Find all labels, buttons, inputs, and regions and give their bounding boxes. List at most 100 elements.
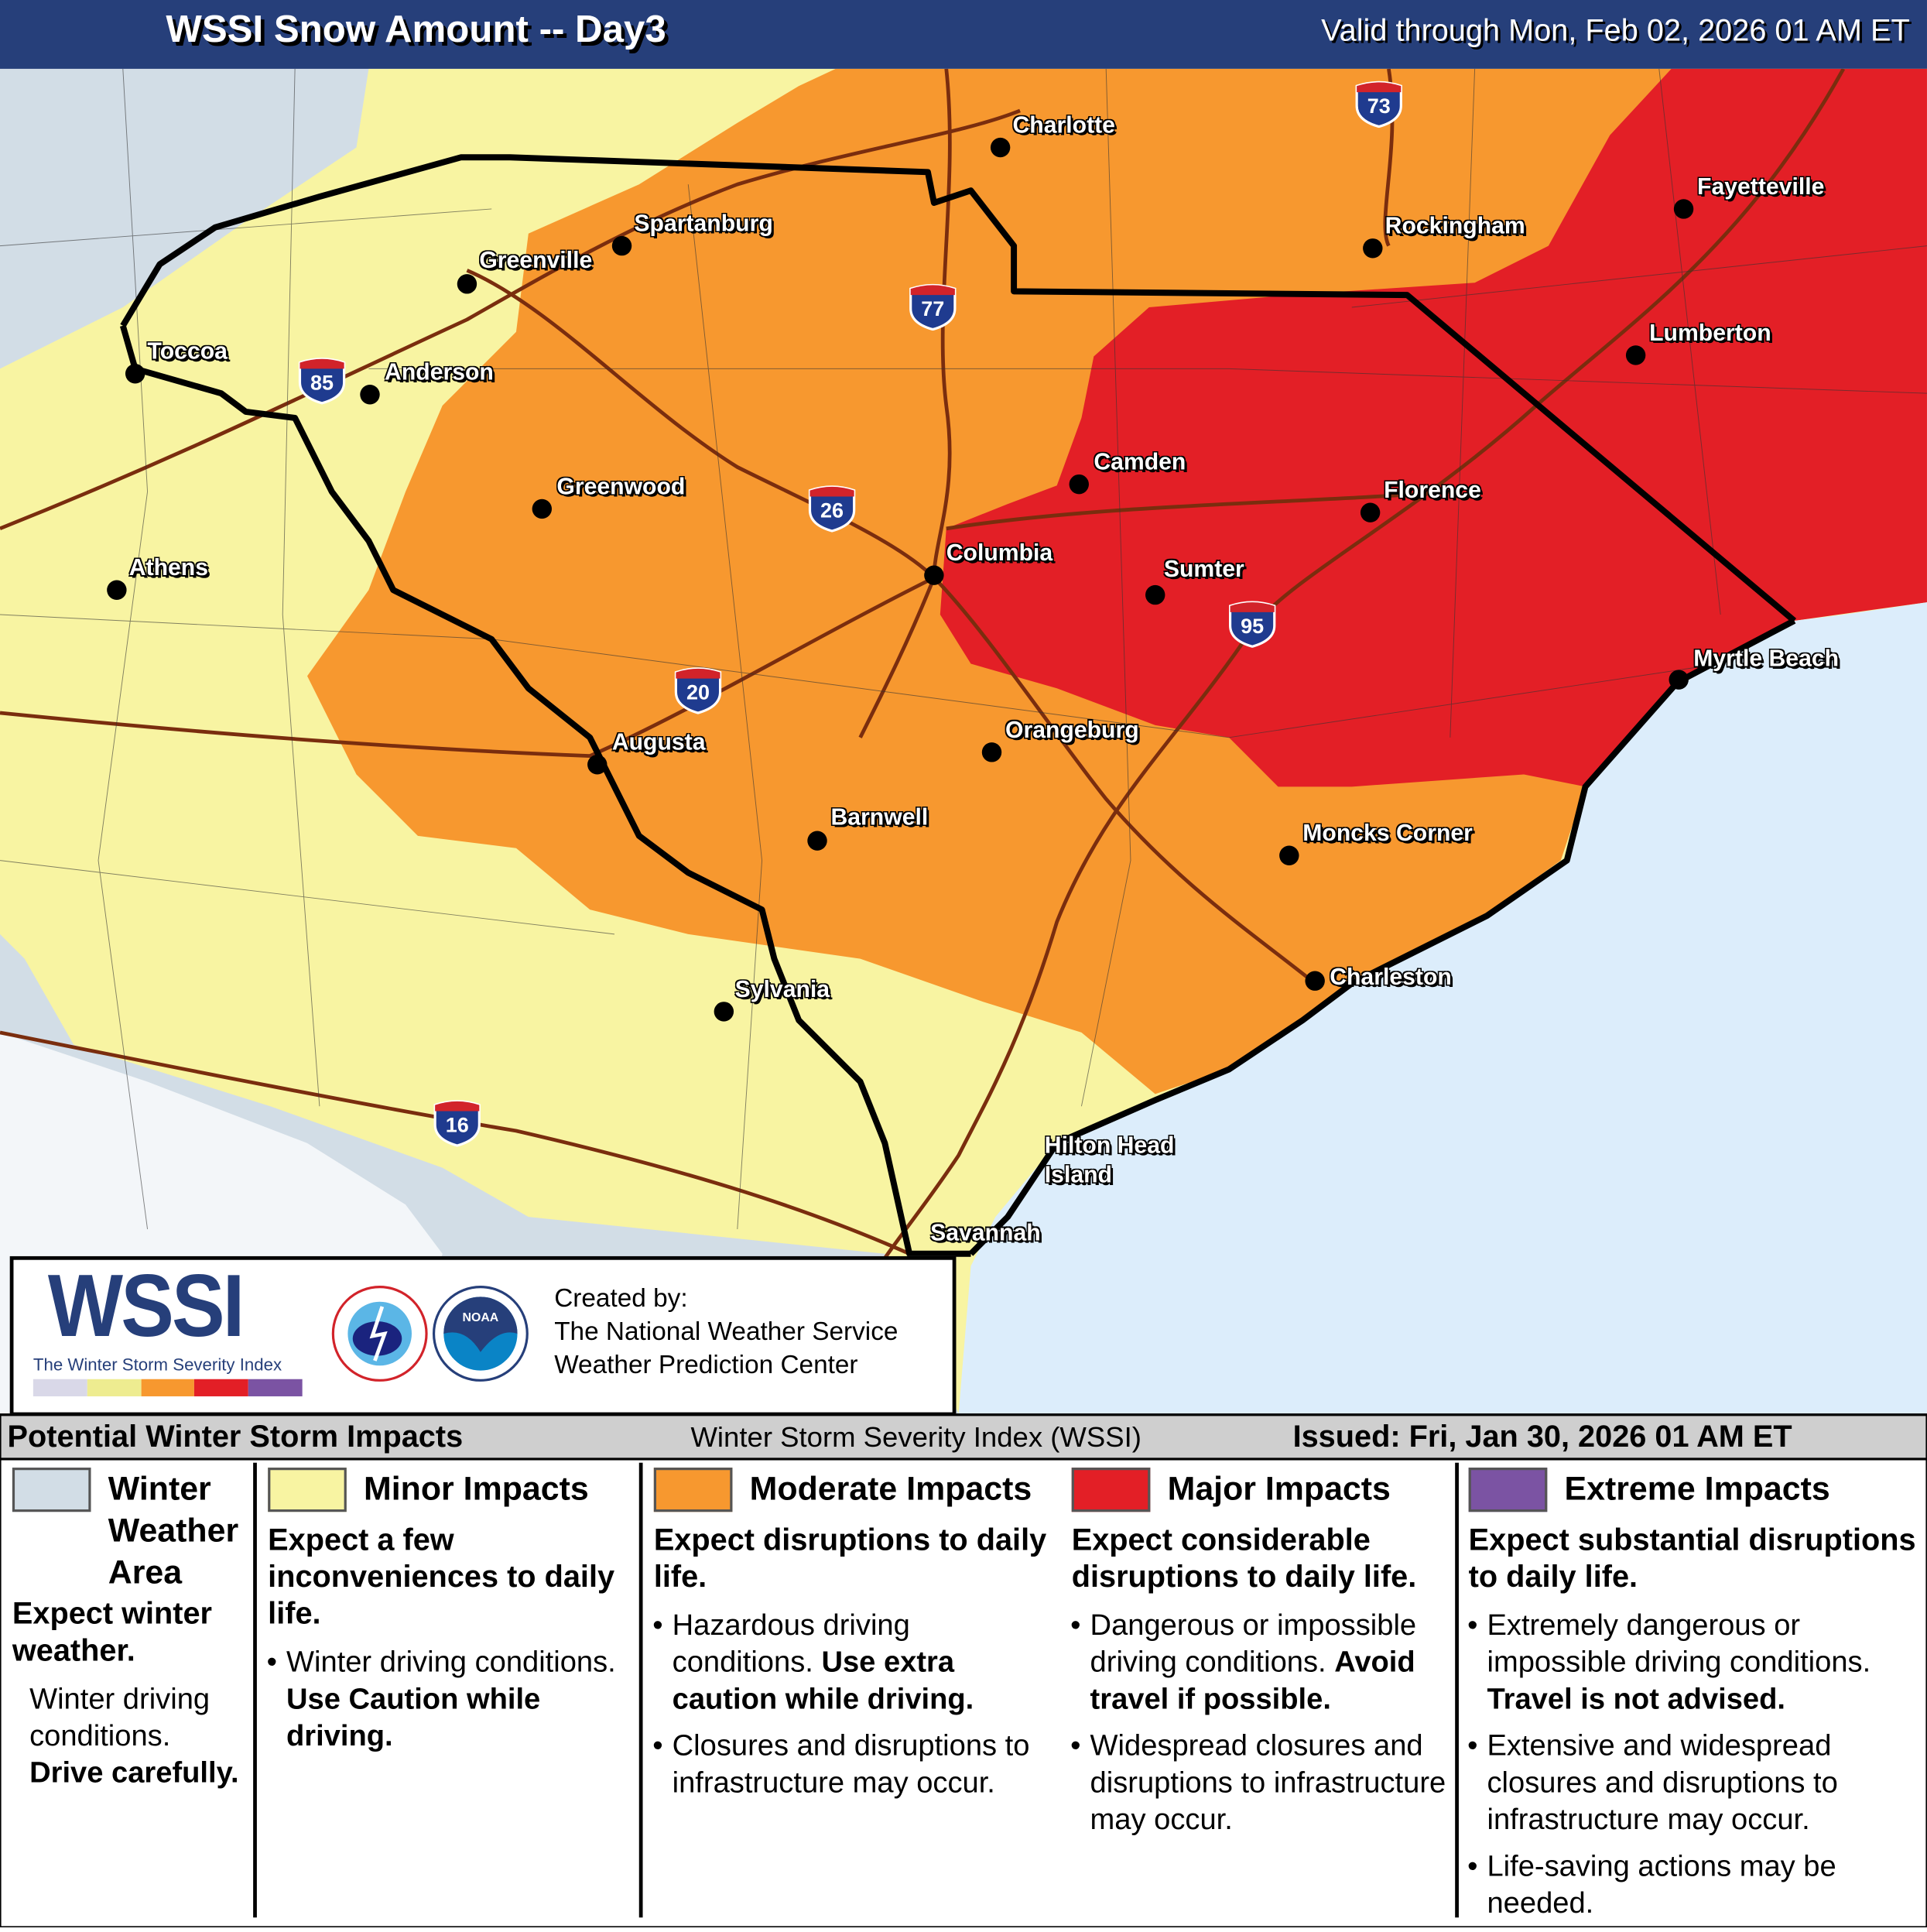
city-dot — [1279, 845, 1299, 865]
category-headline: Expect winter weather. — [12, 1596, 213, 1668]
title-bar: WSSI Snow Amount -- Day3 Valid through M… — [0, 0, 1927, 69]
category-bullet: Winter driving conditions. Use Caution w… — [267, 1645, 634, 1756]
city-dot — [1069, 474, 1089, 495]
category-headline: Expect disruptions to daily life. — [653, 1523, 1047, 1595]
county-lines — [0, 68, 1927, 1230]
interstate-shield-icon: 73 — [1354, 79, 1404, 128]
city-dot — [457, 274, 477, 294]
swatch-moderate — [653, 1468, 733, 1512]
swatch-minor — [268, 1468, 347, 1512]
legend-title: Potential Winter Storm Impacts — [7, 1420, 464, 1454]
category-bullet: Extremely dangerous or impossible drivin… — [1467, 1608, 1918, 1718]
city-label: Camden — [1094, 450, 1186, 476]
swatch-winter-weather — [12, 1468, 91, 1512]
legend-divider — [638, 1462, 643, 1918]
issued-time: Issued: Fri, Jan 30, 2026 01 AM ET — [1292, 1420, 1792, 1454]
city-dot — [714, 1002, 734, 1022]
city-label: Charleston — [1330, 964, 1452, 991]
city-dot — [587, 755, 608, 775]
city-dot — [611, 235, 632, 256]
city-dot — [1363, 238, 1383, 259]
city-dot — [924, 565, 944, 585]
city-label: Hilton Head — [1044, 1133, 1175, 1160]
city-label: Barnwell — [830, 805, 929, 831]
city-dot — [1145, 584, 1165, 605]
legend-header: Potential Winter Storm Impacts Winter St… — [0, 1413, 1927, 1461]
swatch-extreme — [1468, 1468, 1548, 1512]
impact-map — [0, 68, 1927, 1414]
city-label: Greenwood — [556, 474, 686, 501]
wssi-subtitle: The Winter Storm Severity Index — [33, 1354, 282, 1375]
city-label: Rockingham — [1384, 214, 1525, 240]
interstate-shield-icon: 16 — [433, 1098, 482, 1147]
city-dot — [532, 498, 553, 519]
city-dot — [107, 580, 127, 600]
category-headline: Expect a few inconveniences to daily lif… — [268, 1523, 615, 1632]
city-label: Myrtle Beach — [1693, 646, 1840, 673]
city-dot — [1669, 670, 1689, 690]
legend-moderate: Moderate Impacts Expect disruptions to d… — [652, 1468, 1055, 1812]
city-dot — [990, 137, 1011, 158]
major-impacts-area — [940, 68, 1927, 787]
city-label: Savannah — [930, 1220, 1041, 1247]
city-label: Athens — [128, 555, 209, 582]
category-bullet: Life-saving actions may be needed. — [1467, 1848, 1918, 1922]
legend-minor: Minor Impacts Expect a few inconvenience… — [267, 1468, 634, 1765]
legend-winter-weather: Winter Weather Area Expect winter weathe… — [12, 1468, 251, 1800]
interstate-shield-icon: 26 — [807, 483, 857, 533]
city-dot — [807, 831, 827, 851]
city-label: Toccoa — [147, 339, 228, 365]
city-dot — [1360, 502, 1381, 522]
city-dot — [125, 364, 145, 384]
interstate-shield-icon: 77 — [909, 282, 958, 331]
logo-box: WSSI The Winter Storm Severity Index NOA… — [9, 1255, 957, 1416]
org-wpc: Weather Prediction Center — [554, 1351, 858, 1379]
city-label: Sumter — [1163, 557, 1244, 583]
city-dot — [1305, 971, 1325, 991]
category-headline: Expect substantial disruptions to daily … — [1468, 1523, 1916, 1595]
interstate-shield-icon: 20 — [673, 665, 723, 714]
city-label: Orangeburg — [1005, 718, 1139, 744]
city-label: Columbia — [946, 540, 1053, 567]
city-label: Augusta — [611, 730, 706, 756]
category-name: Major Impacts — [1167, 1470, 1391, 1507]
city-label: Spartanburg — [634, 211, 773, 238]
category-bullet: Extensive and widespread closures and di… — [1467, 1728, 1918, 1839]
city-label: Sylvania — [734, 977, 830, 1003]
city-dot — [360, 385, 380, 405]
legend-divider — [253, 1462, 257, 1918]
created-by: Created by: — [554, 1284, 688, 1313]
category-name: Extreme Impacts — [1564, 1470, 1830, 1507]
city-dot — [1673, 199, 1694, 219]
nws-seal-icon — [331, 1286, 428, 1382]
ocean — [958, 602, 1927, 1414]
interstate-shield-icon: 85 — [297, 355, 347, 405]
category-name: Minor Impacts — [364, 1470, 589, 1507]
city-label: Greenville — [479, 248, 593, 275]
noaa-seal-icon: NOAA — [432, 1286, 529, 1382]
legend-index-name: Winter Storm Severity Index (WSSI) — [690, 1420, 1141, 1454]
city-label: Lumberton — [1649, 320, 1771, 347]
category-bullet: Widespread closures and disruptions to i… — [1070, 1728, 1450, 1839]
swatch-major — [1071, 1468, 1151, 1512]
legend-major: Major Impacts Expect considerable disrup… — [1070, 1468, 1450, 1848]
city-label: Florence — [1384, 478, 1481, 505]
category-detail: Winter driving conditions. Drive careful… — [29, 1682, 239, 1790]
category-name: Winter Weather Area — [108, 1470, 239, 1591]
category-name: Moderate Impacts — [749, 1470, 1032, 1507]
valid-time: Valid through Mon, Feb 02, 2026 01 AM ET — [1321, 13, 1910, 48]
city-label: Moncks Corner — [1302, 820, 1473, 848]
map-title: WSSI Snow Amount -- Day3 — [166, 7, 666, 51]
svg-text:NOAA: NOAA — [463, 1311, 499, 1324]
city-label: Fayetteville — [1697, 174, 1825, 200]
city-dot — [981, 742, 1002, 762]
legend-divider — [1455, 1462, 1459, 1918]
city-label: Charlotte — [1012, 113, 1115, 139]
wssi-color-bar — [33, 1379, 303, 1396]
city-dot — [1625, 345, 1646, 365]
category-headline: Expect considerable disruptions to daily… — [1071, 1523, 1417, 1595]
org-nws: The National Weather Service — [554, 1317, 898, 1346]
wssi-logo: WSSI — [47, 1257, 245, 1356]
category-bullet: Dangerous or impossible driving conditio… — [1070, 1608, 1450, 1718]
city-label: Anderson — [385, 360, 494, 386]
